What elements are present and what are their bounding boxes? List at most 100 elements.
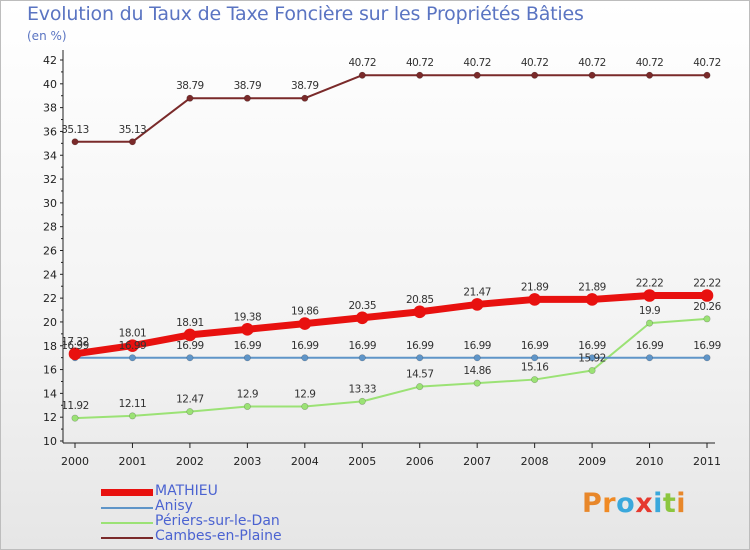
data-point-3 <box>531 71 539 79</box>
data-point-0 <box>68 347 82 361</box>
data-label-0: 19.86 <box>291 306 319 318</box>
data-label-1: 16.99 <box>636 340 664 352</box>
data-label-1: 16.99 <box>234 340 262 352</box>
data-label-3: 40.72 <box>406 57 434 69</box>
data-point-0 <box>643 289 656 302</box>
data-label-3: 40.72 <box>348 57 376 69</box>
logo-letter: P <box>582 488 603 519</box>
x-tick-label: 2005 <box>348 455 376 468</box>
data-label-2: 20.26 <box>693 301 721 313</box>
data-label-3: 38.79 <box>176 80 204 92</box>
data-label-2: 15.16 <box>521 362 549 374</box>
x-tick-label: 2004 <box>291 455 319 468</box>
data-point-2 <box>416 383 424 391</box>
data-point-1 <box>531 354 539 362</box>
y-tick-label: 24 <box>43 268 57 281</box>
data-label-2: 11.92 <box>61 400 89 412</box>
data-label-1: 16.99 <box>176 340 204 352</box>
data-point-1 <box>473 354 481 362</box>
legend-label: MATHIEU <box>155 483 218 499</box>
data-point-3 <box>703 71 711 79</box>
x-tick-label: 2003 <box>233 455 261 468</box>
data-point-2 <box>243 402 251 410</box>
data-label-2: 15.92 <box>578 353 606 365</box>
data-point-3 <box>588 71 596 79</box>
logo-letter: o <box>616 488 636 519</box>
legend-swatch <box>101 507 153 509</box>
data-point-0 <box>355 311 369 325</box>
series-line-0 <box>74 292 707 358</box>
data-label-2: 12.11 <box>119 398 147 410</box>
data-label-1: 16.99 <box>348 340 376 352</box>
data-point-1 <box>186 354 194 362</box>
proxiti-logo: Proxiti <box>582 488 686 519</box>
data-label-3: 35.13 <box>61 124 89 136</box>
data-label-0: 18.91 <box>176 317 204 329</box>
data-label-3: 40.72 <box>521 57 549 69</box>
data-point-2 <box>473 379 481 387</box>
data-label-1: 16.99 <box>61 340 89 352</box>
data-point-3 <box>128 138 136 146</box>
y-tick-label: 30 <box>43 197 57 210</box>
data-label-2: 12.47 <box>176 394 204 406</box>
data-label-1: 16.99 <box>119 340 147 352</box>
legend-label: Anisy <box>155 498 193 514</box>
data-label-1: 16.99 <box>291 340 319 352</box>
data-label-3: 40.72 <box>578 57 606 69</box>
legend-label: Cambes-en-Plaine <box>155 528 282 544</box>
data-point-0 <box>470 298 484 311</box>
data-point-2 <box>646 319 654 327</box>
data-point-3 <box>646 71 654 79</box>
data-label-0: 21.89 <box>521 281 549 293</box>
x-tick-label: 2002 <box>176 455 204 468</box>
data-point-1 <box>588 354 596 362</box>
data-label-3: 38.79 <box>291 80 319 92</box>
data-label-1: 16.99 <box>578 340 606 352</box>
data-point-3 <box>301 94 309 102</box>
data-label-2: 12.9 <box>294 388 315 400</box>
y-tick-label: 16 <box>43 364 57 377</box>
data-point-1 <box>243 354 251 362</box>
data-point-0 <box>585 293 599 306</box>
data-label-0: 21.47 <box>463 286 491 298</box>
data-point-3 <box>416 71 424 79</box>
data-point-1 <box>703 354 711 362</box>
x-tick-label: 2001 <box>118 455 146 468</box>
series-line-2 <box>74 317 708 420</box>
data-point-3 <box>473 71 481 79</box>
data-point-3 <box>186 94 194 102</box>
y-tick-label: 28 <box>43 221 57 234</box>
data-label-2: 14.86 <box>463 365 491 377</box>
y-tick-label: 14 <box>43 387 57 400</box>
data-label-1: 16.99 <box>521 340 549 352</box>
y-tick-label: 32 <box>43 173 57 186</box>
y-tick-label: 42 <box>43 54 57 67</box>
y-tick-label: 38 <box>43 102 57 115</box>
data-label-3: 40.72 <box>636 57 664 69</box>
x-tick-label: 2008 <box>521 455 549 468</box>
x-tick-label: 2000 <box>61 455 89 468</box>
data-label-1: 16.99 <box>406 340 434 352</box>
logo-letter: i <box>676 488 687 519</box>
y-tick-label: 36 <box>43 125 57 138</box>
y-tick-label: 22 <box>43 292 57 305</box>
data-label-0: 22.22 <box>636 278 664 290</box>
data-label-3: 38.79 <box>234 80 262 92</box>
data-label-0: 18.01 <box>119 328 147 340</box>
data-point-0 <box>528 293 541 306</box>
data-point-1 <box>128 354 136 362</box>
y-tick-label: 18 <box>43 340 57 353</box>
data-label-3: 35.13 <box>119 124 147 136</box>
data-point-3 <box>358 71 366 79</box>
data-label-2: 13.33 <box>348 383 376 395</box>
data-label-3: 40.72 <box>693 57 721 69</box>
data-point-1 <box>301 354 309 362</box>
data-point-0 <box>126 339 139 352</box>
data-point-2 <box>128 412 136 420</box>
series-line-3 <box>75 74 707 143</box>
logo-letter: t <box>662 488 677 519</box>
y-tick-label: 26 <box>43 245 57 258</box>
data-label-0: 20.35 <box>348 300 376 312</box>
